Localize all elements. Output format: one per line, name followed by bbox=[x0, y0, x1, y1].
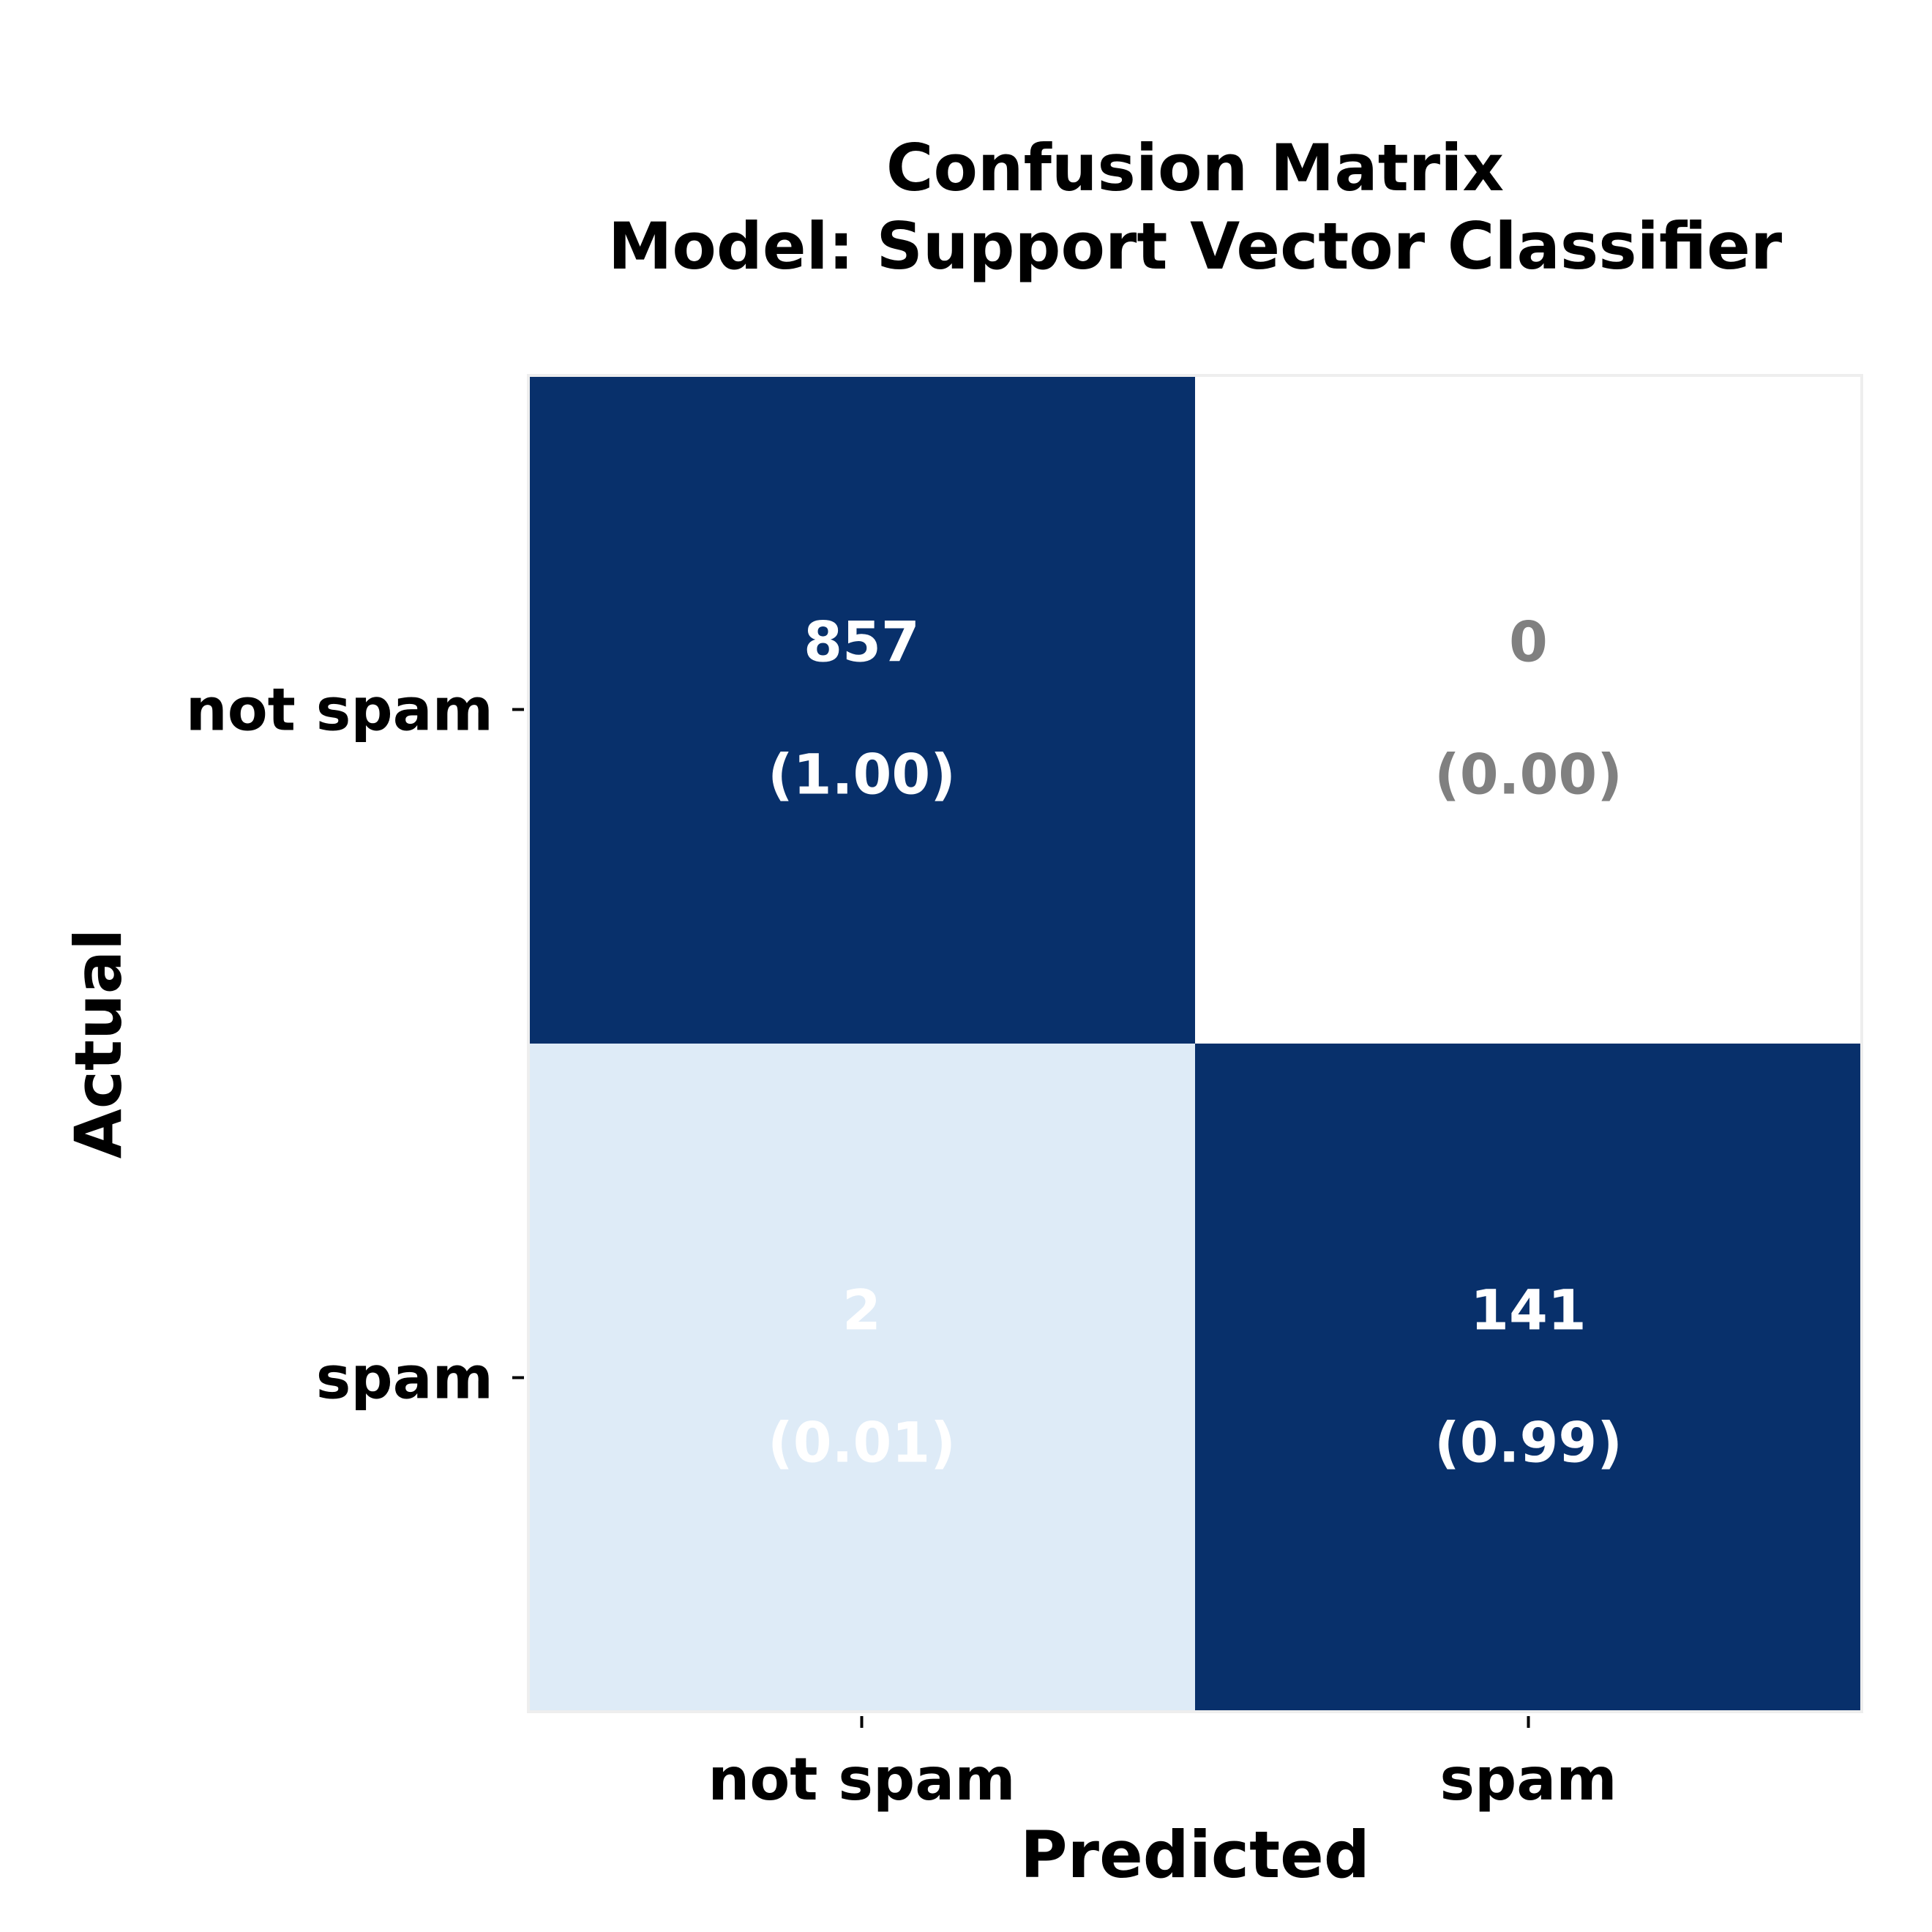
y-axis: not spam spam bbox=[186, 676, 524, 1412]
chart-title-line-2: Model: Support Vector Classifier bbox=[608, 209, 1783, 284]
y-axis-label: Actual bbox=[61, 929, 136, 1159]
cell-count-label-1-1: 141 bbox=[1470, 1278, 1587, 1343]
cell-0-1 bbox=[1195, 375, 1862, 1044]
plot-frame bbox=[527, 374, 1863, 1713]
y-tick-label-0: not spam bbox=[186, 676, 493, 744]
cell-ratio-label-0-0: (1.00) bbox=[768, 742, 956, 807]
cell-1-1 bbox=[1195, 1044, 1862, 1712]
cell-ratio-label-1-0: (0.01) bbox=[768, 1410, 956, 1475]
y-tick-label-1: spam bbox=[316, 1344, 493, 1412]
cell-ratio-label-1-1: (0.99) bbox=[1434, 1410, 1622, 1475]
x-axis-label: Predicted bbox=[1020, 1817, 1370, 1892]
x-axis: not spam spam bbox=[708, 1716, 1617, 1813]
matrix-cells: 857 (1.00) 0 (0.00) 2 (0.01) 141 (0.99) bbox=[528, 375, 1862, 1712]
cell-count-label-0-1: 0 bbox=[1509, 610, 1548, 675]
cell-1-0 bbox=[528, 1044, 1195, 1712]
cell-ratio-label-0-1: (0.00) bbox=[1434, 742, 1622, 807]
cell-count-label-0-0: 857 bbox=[804, 610, 920, 675]
cell-0-0 bbox=[528, 375, 1195, 1044]
x-tick-label-0: not spam bbox=[708, 1745, 1015, 1813]
x-tick-label-1: spam bbox=[1439, 1745, 1617, 1813]
chart-title-line-1: Confusion Matrix bbox=[886, 130, 1504, 206]
cell-count-label-1-0: 2 bbox=[842, 1278, 881, 1343]
